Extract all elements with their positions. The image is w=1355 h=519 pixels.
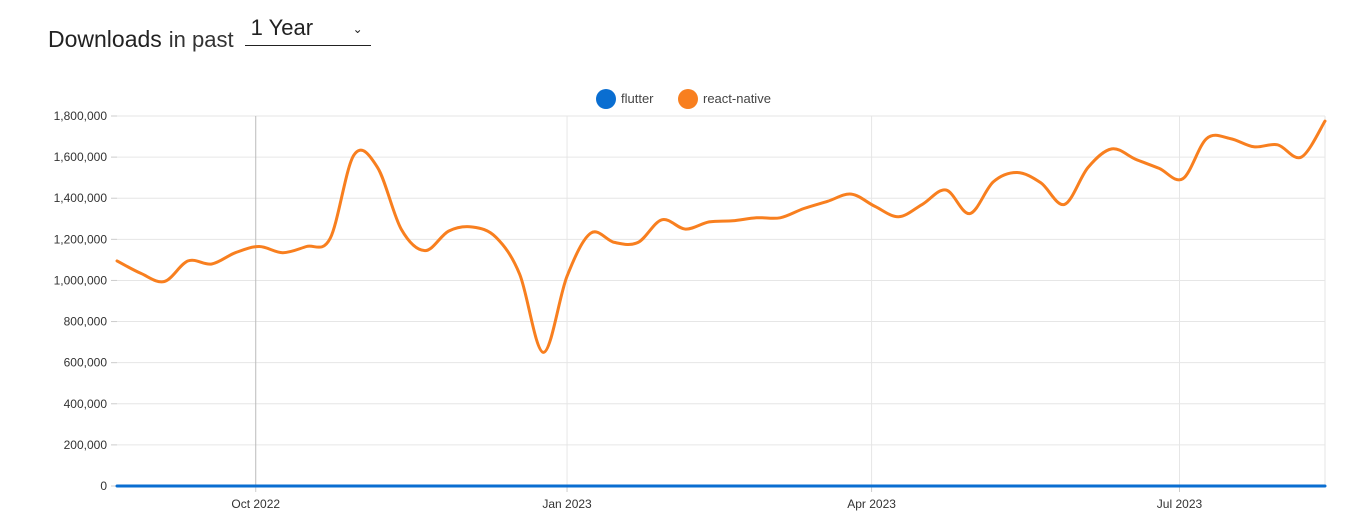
legend-label: flutter — [621, 91, 654, 106]
legend-label: react-native — [703, 91, 771, 106]
y-tick-label: 1,400,000 — [54, 191, 108, 205]
x-tick-label: Apr 2023 — [847, 497, 896, 511]
legend-swatch — [596, 89, 616, 109]
y-tick-label: 200,000 — [64, 438, 108, 452]
y-tick-label: 1,200,000 — [54, 232, 108, 246]
downloads-title: Downloads — [48, 26, 162, 52]
y-tick-label: 400,000 — [64, 397, 108, 411]
series-line-react-native — [115, 119, 1327, 354]
time-range-select[interactable]: 1 Year ⌄ — [244, 13, 371, 46]
chevron-down-icon: ⌄ — [352, 22, 363, 36]
x-tick-label: Jan 2023 — [542, 497, 592, 511]
downloads-subtitle: in past — [168, 27, 234, 52]
legend-item-react-native[interactable]: react-native — [678, 89, 771, 109]
legend-item-flutter[interactable]: flutter — [596, 89, 654, 109]
time-range-value: 1 Year — [250, 15, 314, 40]
y-tick-label: 1,000,000 — [54, 273, 108, 287]
y-tick-label: 1,800,000 — [54, 109, 108, 123]
y-tick-label: 800,000 — [64, 315, 108, 329]
x-tick-label: Jul 2023 — [1157, 497, 1203, 511]
y-tick-label: 600,000 — [64, 356, 108, 370]
x-tick-label: Oct 2022 — [231, 497, 280, 511]
legend-swatch — [678, 89, 698, 109]
y-tick-label: 0 — [100, 479, 107, 493]
downloads-header: Downloads in past 1 Year ⌄ — [48, 13, 371, 52]
y-tick-label: 1,600,000 — [54, 150, 108, 164]
